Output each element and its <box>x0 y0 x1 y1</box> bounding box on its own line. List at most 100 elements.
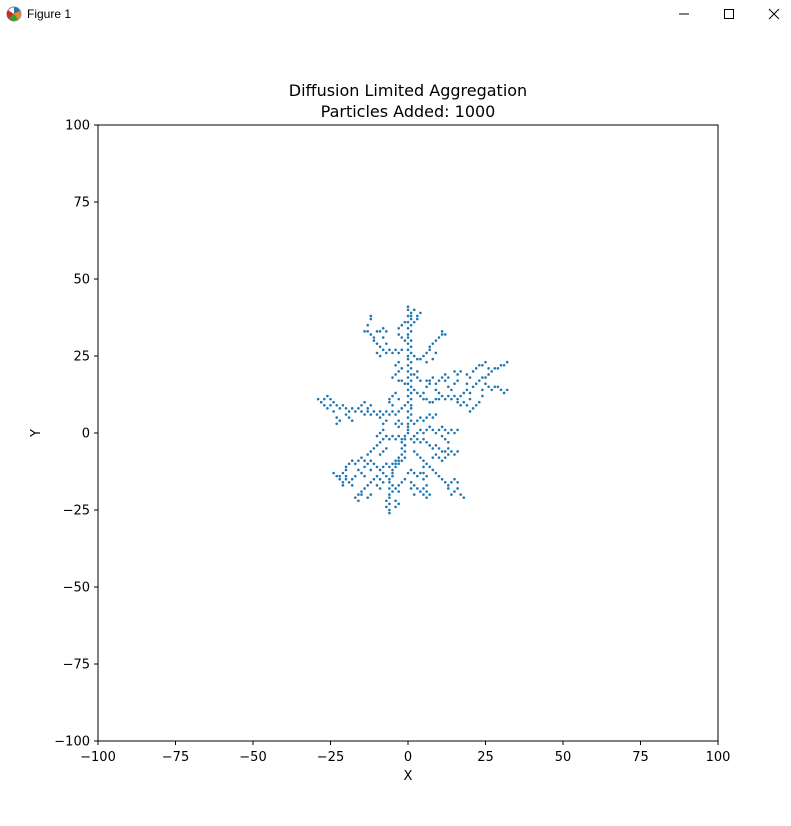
particle-point <box>456 373 459 376</box>
particle-point <box>422 437 425 441</box>
figure-canvas[interactable]: Diffusion Limited Aggregation Particles … <box>0 28 791 826</box>
particle-point <box>375 465 379 469</box>
particle-point <box>406 471 410 475</box>
particle-point <box>406 314 410 318</box>
particle-point <box>447 487 450 490</box>
particle-point <box>416 419 419 422</box>
particle-point <box>459 493 463 496</box>
particle-point <box>428 444 432 447</box>
particle-point <box>481 388 484 392</box>
particle-point <box>385 474 388 478</box>
particle-point <box>409 385 413 389</box>
y-tick-label: −25 <box>63 504 90 519</box>
particle-point <box>372 339 376 342</box>
particle-point <box>474 367 478 370</box>
particle-point <box>406 425 410 429</box>
particle-point <box>400 407 404 410</box>
particle-point <box>471 385 475 389</box>
particle-point <box>422 465 425 469</box>
particle-point <box>422 471 425 475</box>
particle-point <box>505 360 509 364</box>
particle-point <box>443 379 447 382</box>
particle-point <box>471 407 475 410</box>
particle-point <box>453 477 456 481</box>
particle-point <box>369 317 373 321</box>
chart-title: Diffusion Limited Aggregation <box>289 81 527 100</box>
particle-point <box>347 416 351 419</box>
particle-point <box>388 437 391 441</box>
particle-point <box>440 425 444 429</box>
particle-point <box>385 505 388 509</box>
particle-point <box>400 348 404 352</box>
y-tick-label: −100 <box>54 735 90 750</box>
particle-point <box>412 434 416 438</box>
particle-point <box>378 453 382 456</box>
particle-point <box>400 323 404 327</box>
particle-point <box>406 428 410 432</box>
particle-point <box>388 480 391 484</box>
particle-point <box>350 407 354 410</box>
maximize-button[interactable] <box>706 0 752 28</box>
particle-point <box>450 428 453 432</box>
particle-point <box>422 487 425 490</box>
particle-point <box>369 450 373 453</box>
particle-point <box>381 428 385 432</box>
particle-point <box>443 450 447 453</box>
particle-point <box>447 376 450 379</box>
particle-point <box>347 480 351 484</box>
particle-point <box>332 471 335 475</box>
particle-point <box>443 437 447 441</box>
particle-point <box>412 493 416 496</box>
close-button[interactable] <box>751 0 791 28</box>
particle-point <box>409 317 413 321</box>
particle-point <box>422 419 425 422</box>
minimize-button[interactable] <box>661 0 707 28</box>
particle-point <box>493 385 497 389</box>
particle-point <box>385 462 388 466</box>
particle-point <box>406 333 410 336</box>
particle-point <box>354 410 357 413</box>
particle-point <box>412 450 416 453</box>
particle-point <box>409 419 413 422</box>
particle-point <box>428 382 432 386</box>
window-titlebar[interactable]: Figure 1 <box>0 0 791 28</box>
particle-point <box>440 477 444 481</box>
particle-point <box>394 505 397 509</box>
particle-point <box>428 400 432 404</box>
particle-point <box>397 360 401 364</box>
particle-point <box>434 339 438 342</box>
particle-point <box>447 453 450 456</box>
particle-point <box>354 474 357 478</box>
particle-point <box>422 397 425 401</box>
particle-point <box>388 511 391 515</box>
particle-point <box>416 391 419 395</box>
particle-point <box>369 413 373 416</box>
particle-point <box>447 394 450 398</box>
particle-point <box>366 330 370 333</box>
particle-point <box>406 394 410 398</box>
particle-point <box>338 474 342 478</box>
particle-point <box>447 431 450 435</box>
maximize-icon <box>724 9 734 19</box>
particle-point <box>443 333 447 336</box>
particle-point <box>437 456 441 459</box>
particle-point <box>419 379 422 382</box>
particle-point <box>375 351 379 355</box>
particle-point <box>391 490 394 493</box>
particle-point <box>447 484 450 487</box>
particle-point <box>419 490 422 493</box>
particle-point <box>412 373 416 376</box>
x-tick-label: 75 <box>632 750 649 765</box>
particle-point <box>360 456 363 459</box>
particle-point <box>490 388 494 392</box>
particle-point <box>434 471 438 475</box>
particle-point <box>490 370 494 373</box>
particle-point <box>428 465 432 469</box>
particle-point <box>378 487 382 490</box>
particle-point <box>391 471 394 475</box>
particle-point <box>400 367 404 370</box>
x-tick-label: 50 <box>555 750 572 765</box>
particle-point <box>381 465 385 469</box>
particle-point <box>344 474 348 478</box>
y-axis-ticks: −100 −75 −50 −25 0 25 50 75 100 <box>54 119 98 750</box>
